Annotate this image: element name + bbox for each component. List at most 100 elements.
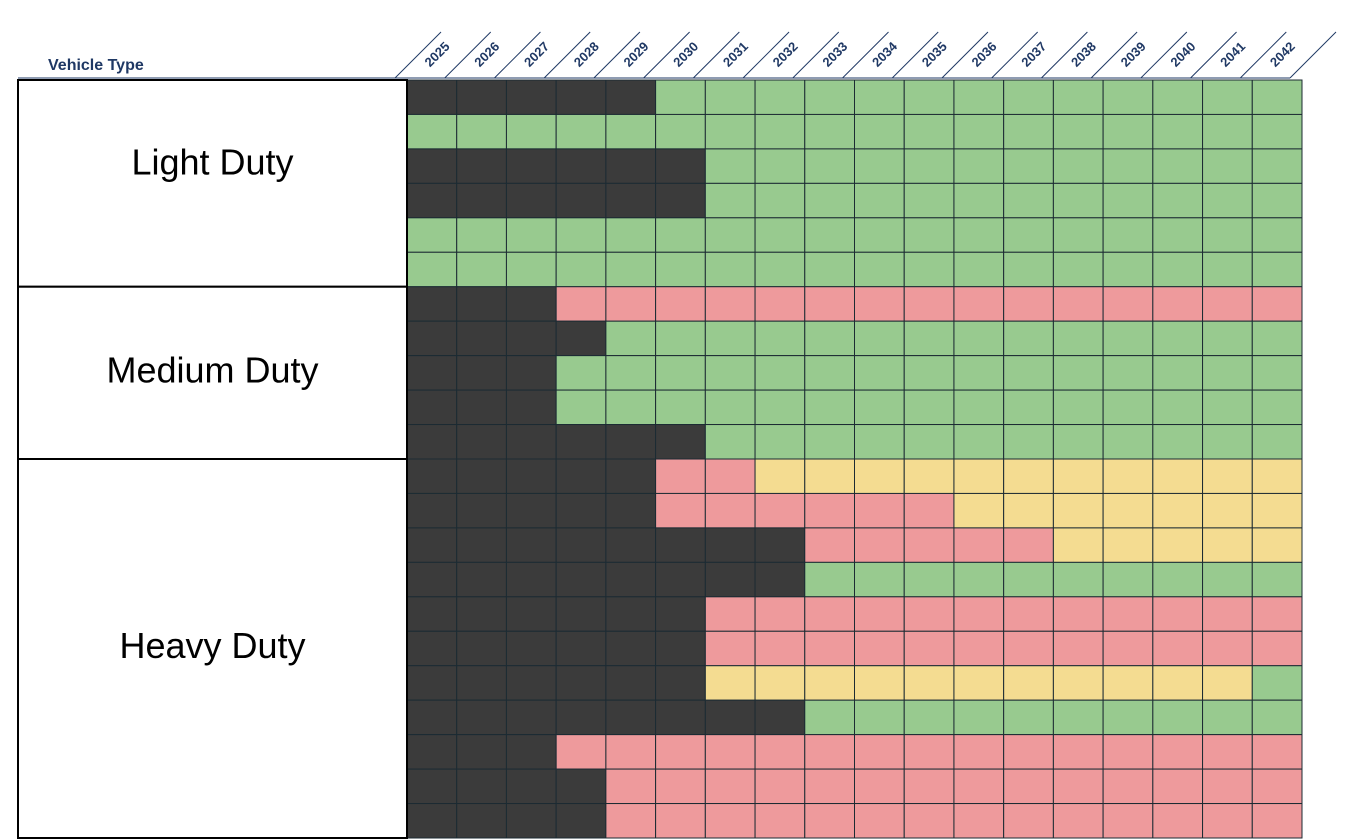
cell [655, 734, 706, 770]
cell [1251, 768, 1303, 805]
cell [456, 665, 507, 701]
cell [406, 458, 458, 494]
cell [406, 251, 458, 288]
cell [655, 355, 706, 391]
cell [1102, 424, 1154, 460]
cell [505, 389, 557, 426]
cell [605, 699, 657, 736]
group-label: Medium Duty [106, 349, 318, 390]
cell [456, 286, 507, 322]
cell [456, 458, 507, 494]
cell [1052, 424, 1104, 460]
cell [854, 320, 905, 357]
header-divider [444, 31, 492, 79]
cell [1251, 79, 1303, 115]
cell [854, 630, 905, 667]
cell [505, 113, 557, 150]
cell [1251, 699, 1303, 736]
cell [1202, 320, 1253, 357]
cell [555, 320, 607, 357]
header-divider [991, 31, 1039, 79]
cell [754, 320, 806, 357]
cell [903, 699, 955, 736]
cell [1052, 148, 1104, 184]
cell [704, 768, 756, 805]
cell [804, 596, 855, 632]
cell [555, 113, 607, 150]
cell [555, 561, 607, 598]
cell [555, 768, 607, 805]
cell [406, 630, 458, 667]
cell [1003, 561, 1054, 598]
header-divider [792, 31, 840, 79]
cell [1102, 320, 1154, 357]
cell [1251, 596, 1303, 632]
cell [605, 458, 657, 494]
cell [953, 734, 1005, 770]
cell [655, 217, 706, 253]
cell [1251, 286, 1303, 322]
cell [704, 286, 756, 322]
cell [655, 665, 706, 701]
cell [754, 113, 806, 150]
cell [754, 355, 806, 391]
cell [1251, 630, 1303, 667]
cell [754, 699, 806, 736]
cell [605, 182, 657, 219]
cell [1003, 596, 1054, 632]
cell [953, 803, 1005, 839]
cell [406, 665, 458, 701]
cell [1202, 424, 1253, 460]
cell [406, 734, 458, 770]
cell [1152, 458, 1204, 494]
cell [903, 320, 955, 357]
cell [605, 113, 657, 150]
cell [555, 458, 607, 494]
cell [704, 389, 756, 426]
cell [1152, 803, 1204, 839]
cell [804, 79, 855, 115]
cell [555, 424, 607, 460]
cell [555, 734, 607, 770]
cell [1102, 492, 1154, 529]
header-divider [742, 31, 790, 79]
cell [1202, 596, 1253, 632]
cell [953, 492, 1005, 529]
cell [1102, 389, 1154, 426]
cell [1003, 182, 1054, 219]
cell [1251, 665, 1303, 701]
cell [406, 389, 458, 426]
cell [406, 803, 458, 839]
cell [456, 148, 507, 184]
header-divider [692, 31, 740, 79]
cell [1102, 596, 1154, 632]
cell [903, 803, 955, 839]
cell [1202, 768, 1253, 805]
cell [406, 286, 458, 322]
cell [456, 596, 507, 632]
cell [456, 389, 507, 426]
cell [605, 320, 657, 357]
header-divider [1041, 31, 1088, 79]
cell [1003, 217, 1054, 253]
cell [1003, 734, 1054, 770]
cell [1102, 665, 1154, 701]
cell [804, 217, 855, 253]
cell [505, 458, 557, 494]
cell [505, 286, 557, 322]
cell [1202, 389, 1253, 426]
cell [804, 355, 855, 391]
cell [754, 527, 806, 563]
cell [754, 286, 806, 322]
cell [1202, 286, 1253, 322]
cell [704, 182, 756, 219]
cell [704, 527, 756, 563]
cell [1003, 251, 1054, 288]
cell [953, 699, 1005, 736]
cell [555, 251, 607, 288]
cell [704, 803, 756, 839]
cell [505, 630, 557, 667]
year-label: 2025 [422, 39, 453, 70]
cell [754, 389, 806, 426]
cell [655, 251, 706, 288]
